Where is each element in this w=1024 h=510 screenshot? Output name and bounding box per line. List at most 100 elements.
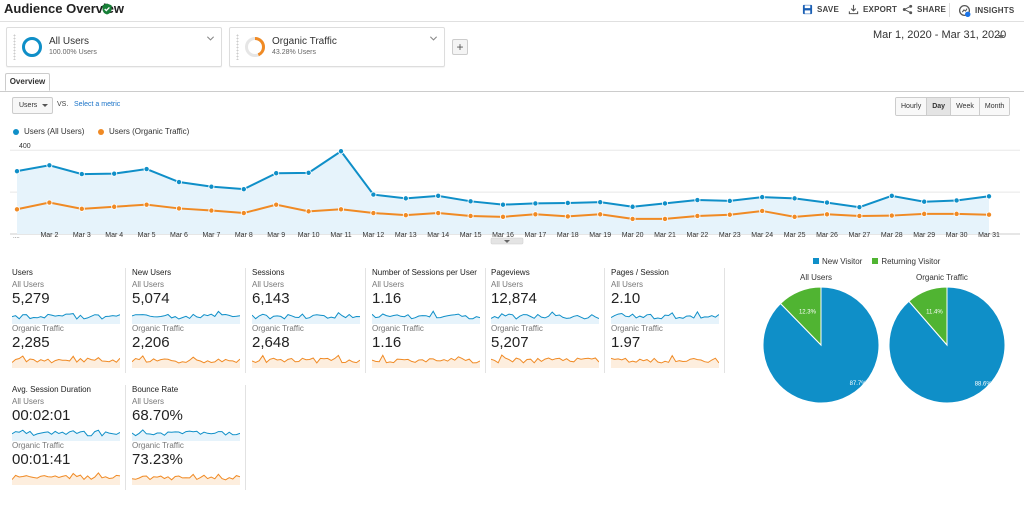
data-point[interactable] [694,197,701,204]
data-point[interactable] [662,215,669,222]
data-point[interactable] [759,194,766,201]
x-tick-label: Mar 15 [460,232,482,239]
data-point[interactable] [953,197,960,204]
data-point[interactable] [240,186,247,193]
drag-handle-icon[interactable] [236,34,239,60]
data-point[interactable] [402,212,409,219]
scorecard: Pages / Session All Users 2.10 Organic Traf… [611,268,725,373]
data-point[interactable] [208,207,215,214]
data-point[interactable] [337,148,344,155]
sparkline-area [132,311,240,324]
data-point[interactable] [78,171,85,178]
data-point[interactable] [337,206,344,213]
sparkline-line [491,354,599,364]
data-point[interactable] [175,179,182,186]
x-tick-label: Mar 16 [492,232,514,239]
chevron-down-icon[interactable] [997,33,1005,41]
data-point[interactable] [694,212,701,219]
segment-card-organic-traffic[interactable]: Organic Traffic 43.28% Users [229,27,445,67]
data-point[interactable] [499,213,506,220]
sparkline-area [252,312,360,324]
data-point[interactable] [111,170,118,177]
data-point[interactable] [46,199,53,206]
pie-slice-returning-visitor[interactable] [908,286,948,347]
chevron-down-icon[interactable] [429,34,438,43]
x-tick-label: Mar 9 [267,232,285,239]
segment-label: Organic Traffic [132,441,184,450]
data-point[interactable] [370,191,377,198]
insights-button[interactable]: INSIGHTS [958,4,1014,17]
data-point[interactable] [921,198,928,205]
data-point[interactable] [791,213,798,220]
data-point[interactable] [824,199,831,206]
data-point[interactable] [986,211,993,218]
pie-slice-returning-visitor[interactable] [779,286,822,347]
data-point[interactable] [370,210,377,217]
data-point[interactable] [208,183,215,190]
data-point[interactable] [662,200,669,207]
data-point[interactable] [986,193,993,200]
granularity-month[interactable]: Month [979,98,1010,115]
export-button[interactable]: EXPORT [848,4,897,15]
data-point[interactable] [726,211,733,218]
sparkline-area [132,429,240,441]
data-point[interactable] [888,192,895,199]
granularity-day[interactable]: Day [927,98,952,115]
data-point[interactable] [467,198,474,205]
tab-overview[interactable]: Overview [5,73,50,91]
data-point[interactable] [856,204,863,211]
data-point[interactable] [888,212,895,219]
data-point[interactable] [629,215,636,222]
data-point[interactable] [13,168,20,175]
granularity-hourly[interactable]: Hourly [896,98,928,115]
data-point[interactable] [564,199,571,206]
granularity-week[interactable]: Week [951,98,980,115]
data-point[interactable] [402,195,409,202]
metric-select[interactable]: Users [12,97,53,114]
data-point[interactable] [532,200,539,207]
data-point[interactable] [532,211,539,218]
segment-ring-icon [245,37,265,57]
data-point[interactable] [597,211,604,218]
data-point[interactable] [13,206,20,213]
add-segment-button[interactable]: + [452,39,468,55]
segment-card-all-users[interactable]: All Users 100.00% Users [6,27,222,67]
data-point[interactable] [499,201,506,208]
chevron-down-icon[interactable] [206,34,215,43]
data-point[interactable] [953,210,960,217]
data-point[interactable] [175,205,182,212]
data-point[interactable] [759,207,766,214]
sparkline-area [491,355,599,368]
data-point[interactable] [273,201,280,208]
data-point[interactable] [597,199,604,206]
data-point[interactable] [305,208,312,215]
data-point[interactable] [435,192,442,199]
save-label: SAVE [817,5,839,14]
drag-handle-icon[interactable] [13,34,16,60]
data-point[interactable] [273,170,280,177]
data-point[interactable] [726,197,733,204]
data-point[interactable] [629,203,636,210]
data-point[interactable] [240,210,247,217]
page-header: Audience Overview SAVE EXPORT SHARE INSI… [0,0,1024,22]
data-point[interactable] [143,166,150,173]
data-point[interactable] [305,169,312,176]
data-point[interactable] [824,211,831,218]
data-point[interactable] [467,212,474,219]
data-point[interactable] [111,203,118,210]
data-point[interactable] [435,210,442,217]
tab-divider [0,91,1024,92]
data-point[interactable] [143,201,150,208]
data-point[interactable] [564,213,571,220]
y-tick-label: 400 [19,143,31,150]
sparkline-all-users [491,311,599,324]
date-range-picker[interactable]: Mar 1, 2020 - Mar 31, 2020 [873,29,1007,41]
data-point[interactable] [78,205,85,212]
data-point[interactable] [791,195,798,202]
share-button[interactable]: SHARE [902,4,946,15]
data-point[interactable] [856,212,863,219]
select-metric-link[interactable]: Select a metric [74,101,121,108]
data-point[interactable] [921,210,928,217]
save-button[interactable]: SAVE [802,4,839,15]
data-point[interactable] [46,162,53,169]
